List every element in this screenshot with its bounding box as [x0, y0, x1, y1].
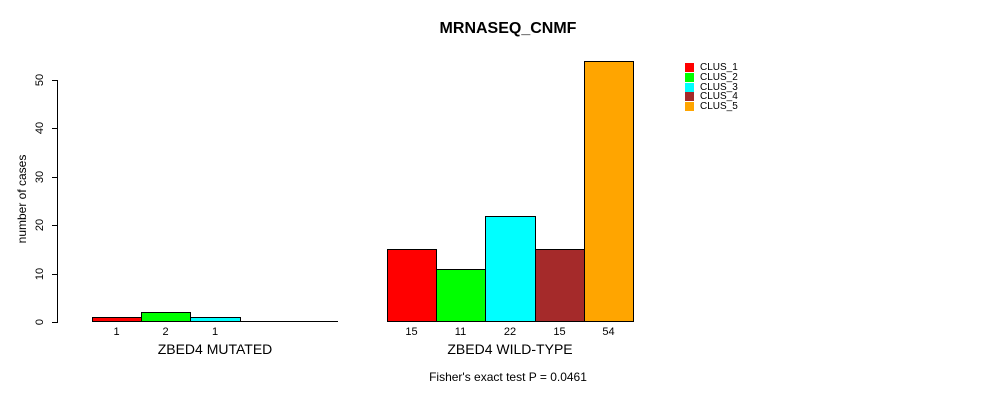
y-axis-line: [57, 80, 58, 323]
bar-clus_4: [535, 249, 585, 322]
legend-item: CLUS_5: [685, 101, 805, 113]
bar-value-label: 1: [113, 326, 120, 338]
y-tick: [52, 128, 57, 129]
y-tick: [52, 225, 57, 226]
bar-clus_2: [436, 269, 486, 322]
y-tick-label: 40: [34, 121, 46, 135]
y-tick: [52, 274, 57, 275]
legend-swatch-icon: [685, 73, 694, 83]
legend: CLUS_1 CLUS_2 CLUS_3 CLUS_4 CLUS_5: [685, 62, 805, 113]
legend-item: CLUS_1: [685, 62, 805, 74]
legend-swatch-icon: [685, 63, 694, 73]
bar-value-label: 1: [211, 326, 219, 338]
y-tick: [52, 177, 57, 178]
bar-value-label: 54: [602, 326, 615, 338]
bar-clus_1: [92, 317, 142, 322]
bar-clus_2: [141, 312, 191, 322]
legend-item: CLUS_4: [685, 91, 805, 103]
y-tick: [52, 80, 57, 81]
y-tick-label: 50: [34, 73, 46, 87]
group-label: ZBED4 WILD-TYPE: [447, 341, 573, 357]
legend-item-label: CLUS_4: [700, 91, 738, 103]
bar-value-label: 11: [454, 326, 467, 338]
legend-swatch-icon: [685, 102, 694, 112]
y-tick-label: 30: [34, 170, 46, 184]
y-tick: [52, 322, 57, 323]
legend-item: CLUS_3: [685, 81, 805, 93]
legend-item-label: CLUS_1: [700, 62, 738, 74]
group-label: ZBED4 MUTATED: [157, 341, 273, 357]
legend-swatch-icon: [685, 92, 694, 102]
legend-item-label: CLUS_2: [700, 72, 738, 84]
bar-clus_5: [584, 61, 634, 322]
bar-clus_3: [190, 317, 241, 322]
y-tick-label: 10: [34, 267, 46, 281]
bar-value-label: 2: [162, 326, 169, 338]
legend-item: CLUS_2: [685, 72, 805, 84]
legend-swatch-icon: [685, 82, 694, 92]
footer-caption: Fisher's exact test P = 0.0461: [429, 370, 587, 384]
bar-clus_3: [485, 216, 536, 322]
bar-value-label: 22: [503, 326, 517, 338]
chart-title: MRNASEQ_CNMF: [439, 20, 577, 37]
legend-item-label: CLUS_3: [700, 81, 738, 93]
legend-item-label: CLUS_5: [700, 101, 738, 113]
y-tick-label: 20: [34, 218, 46, 232]
bar-value-label: 15: [405, 326, 418, 338]
bar-value-label: 15: [553, 326, 566, 338]
y-tick-label: 0: [34, 318, 46, 326]
bar-clus_1: [387, 249, 437, 322]
